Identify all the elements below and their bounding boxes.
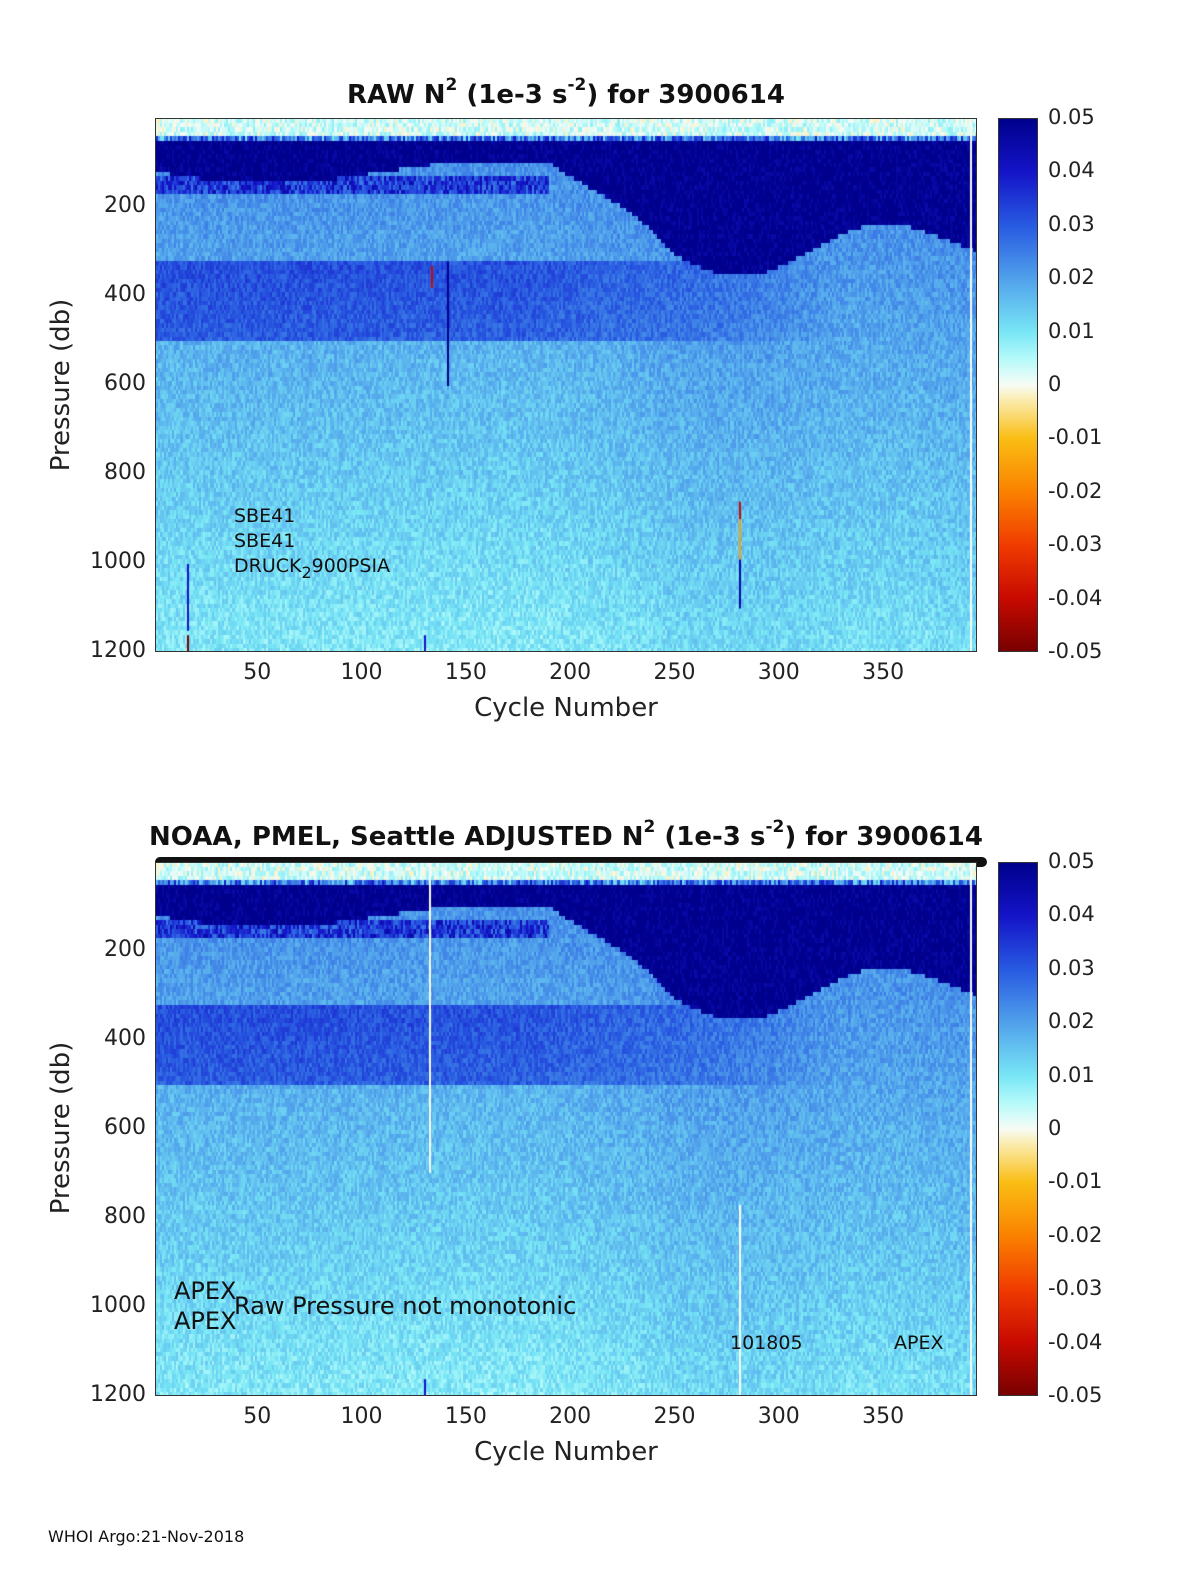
raw-colorbar (998, 118, 1038, 652)
colorbar-tick-label: -0.01 (1048, 425, 1103, 450)
colorbar-tick-label: 0.04 (1048, 158, 1095, 183)
colorbar-tick-label: 0.01 (1048, 318, 1095, 343)
footer-credit: WHOI Argo:21-Nov-2018 (48, 1527, 245, 1546)
colorbar-tick-label: 0.02 (1048, 265, 1095, 290)
x-tick-label: 300 (757, 1404, 800, 1429)
x-tick-label: 200 (549, 660, 592, 685)
y-tick-label: 1000 (90, 1293, 146, 1318)
x-tick-label: 100 (340, 1404, 383, 1429)
y-tick-label: 400 (104, 1026, 146, 1051)
colorbar-tick-label: -0.02 (1048, 478, 1103, 503)
raw-sensor-label-2: SBE41 (234, 530, 296, 552)
raw-sensor-label-1: SBE41 (234, 505, 296, 527)
adjusted-heatmap-plot (155, 862, 977, 1396)
colorbar-tick-label: -0.03 (1048, 1276, 1103, 1301)
pressure-warning-label: Raw Pressure not monotonic (234, 1292, 577, 1320)
x-tick-label: 350 (862, 1404, 905, 1429)
x-tick-label: 150 (444, 660, 487, 685)
x-tick-label: 250 (653, 660, 696, 685)
raw-pressure-sensor-label: DRUCK2900PSIA (234, 555, 391, 582)
colorbar-tick-label: -0.04 (1048, 585, 1103, 610)
y-tick-label: 800 (104, 1204, 146, 1229)
y-tick-label: 800 (104, 460, 146, 485)
colorbar-tick-label: -0.03 (1048, 532, 1103, 557)
adjusted-x-axis-label: Cycle Number (474, 1437, 658, 1467)
y-tick-label: 1200 (90, 638, 146, 663)
adjusted-chart-title: NOAA, PMEL, Seattle ADJUSTED N2 (1e-3 s-… (149, 817, 983, 852)
float-serial-label: 101805 (730, 1332, 803, 1354)
colorbar-tick-label: 0 (1048, 372, 1062, 396)
y-tick-label: 200 (104, 193, 146, 218)
colorbar-tick-label: 0.05 (1048, 105, 1095, 129)
colorbar-tick-label: -0.01 (1048, 1169, 1103, 1194)
colorbar-tick-label: 0.03 (1048, 955, 1095, 980)
y-tick-label: 1000 (90, 549, 146, 574)
x-tick-label: 50 (243, 1404, 272, 1429)
float-type-label-1: APEX (174, 1277, 237, 1305)
y-tick-label: 1200 (90, 1382, 146, 1407)
raw-heatmap-plot (155, 118, 977, 652)
colorbar-tick-label: 0 (1048, 1116, 1062, 1140)
adjusted-colorbar (998, 862, 1038, 1396)
x-tick-label: 300 (757, 660, 800, 685)
colorbar-tick-label: -0.05 (1048, 639, 1103, 663)
x-tick-label: 150 (444, 1404, 487, 1429)
colorbar-tick-label: 0.03 (1048, 211, 1095, 236)
colorbar-tick-label: -0.02 (1048, 1222, 1103, 1247)
float-model-label: APEX (894, 1332, 944, 1354)
colorbar-tick-label: 0.04 (1048, 902, 1095, 927)
colorbar-tick-label: 0.02 (1048, 1009, 1095, 1034)
y-tick-label: 200 (104, 937, 146, 962)
x-tick-label: 200 (549, 1404, 592, 1429)
x-tick-label: 50 (243, 660, 272, 685)
raw-chart-title: RAW N2 (1e-3 s-2) for 3900614 (347, 75, 785, 110)
colorbar-tick-label: 0.05 (1048, 849, 1095, 873)
colorbar-tick-label: 0.01 (1048, 1062, 1095, 1087)
y-tick-label: 600 (104, 1115, 146, 1140)
raw-x-axis-label: Cycle Number (474, 693, 658, 723)
x-tick-label: 350 (862, 660, 905, 685)
colorbar-tick-label: -0.05 (1048, 1383, 1103, 1407)
float-type-label-2: APEX (174, 1307, 237, 1335)
y-tick-label: 600 (104, 371, 146, 396)
adjusted-heatmap-canvas (156, 863, 976, 1395)
x-tick-label: 100 (340, 660, 383, 685)
raw-heatmap-canvas (156, 119, 976, 651)
x-tick-label: 250 (653, 1404, 696, 1429)
y-tick-label: 400 (104, 282, 146, 307)
colorbar-tick-label: -0.04 (1048, 1329, 1103, 1354)
